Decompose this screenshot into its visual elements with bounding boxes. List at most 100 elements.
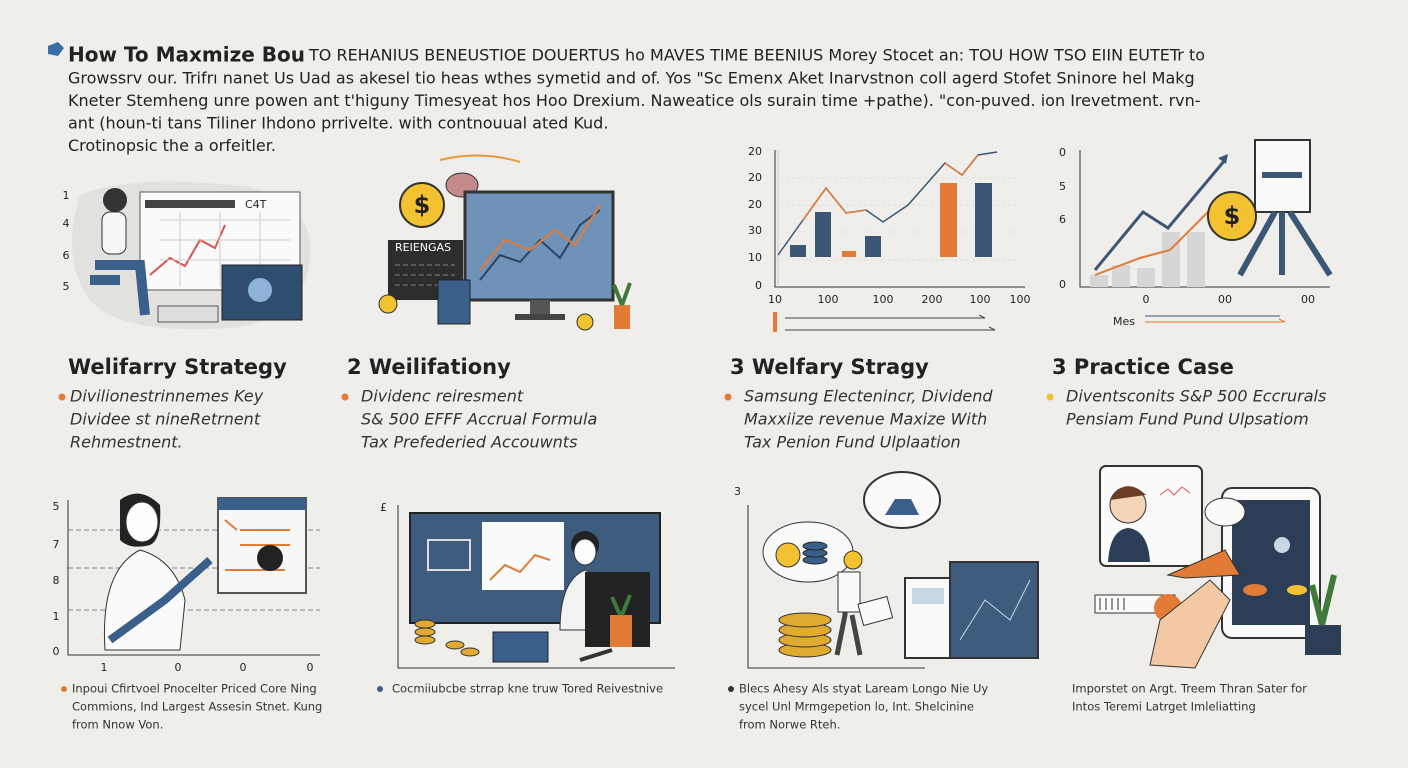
intro-line: Growssrv our. Trifrı nanet Us Uad as ake… xyxy=(68,69,1195,88)
phone-illustration-shape xyxy=(67,500,320,656)
whiteboard-illustration-shape xyxy=(103,188,127,212)
bar-line-chart-shape xyxy=(774,150,1025,288)
desk-illustration-shape xyxy=(439,154,521,163)
bar-line-chart-shape xyxy=(865,236,881,257)
legend-label: Mes xyxy=(1113,315,1135,328)
title: How To Maxmize Bou xyxy=(68,43,305,67)
bar-line-chart-shape xyxy=(773,312,777,332)
growth-chart-shape xyxy=(1207,191,1257,241)
whiteboard-illustration xyxy=(72,181,311,330)
null-shape-shape xyxy=(460,647,480,657)
office-illustration-shape xyxy=(573,538,597,566)
tablet-illustration-shape xyxy=(1166,549,1241,579)
null-shape-shape xyxy=(778,612,832,628)
growth-chart-shape xyxy=(1093,159,1227,271)
axis-label: 1 xyxy=(63,189,70,202)
caption-text: Commions, Ind Largest Assesin Stnet. Kun… xyxy=(72,700,322,714)
bar-line-chart xyxy=(773,150,1025,332)
y-tick-label: 0 xyxy=(53,645,60,658)
y-tick-label: 20 xyxy=(748,198,762,211)
whiteboard-illustration-shape xyxy=(157,305,219,323)
office-illustration-shape xyxy=(492,631,549,663)
null-shape xyxy=(778,612,832,658)
y-tick-label: 7 xyxy=(53,538,60,551)
caption-text: Cocmiiubcbe strrap kne truw Tored Reives… xyxy=(392,682,663,696)
whiteboard-illustration-shape xyxy=(101,211,127,255)
x-tick-label: 100 xyxy=(1010,293,1031,306)
y-tick-label: 0 xyxy=(1059,278,1066,291)
bullet-dot xyxy=(1046,393,1054,401)
bullet-dot xyxy=(724,393,732,401)
section-heading: 3 Practice Case xyxy=(1052,355,1234,379)
y-tick-label: 8 xyxy=(53,574,60,587)
coins-illustration-shape xyxy=(949,561,1039,659)
caption-text: Inpoui Cfirtvoel Pnocelter Priced Core N… xyxy=(72,682,317,696)
desk-illustration-shape xyxy=(378,294,398,314)
intro-line: ant (houn-ti tans Tiliner Ihdono prrivel… xyxy=(68,114,608,133)
coin-symbol: $ xyxy=(1224,202,1241,230)
title-icon xyxy=(48,42,64,56)
growth-chart-shape xyxy=(1162,232,1180,287)
bar-line-chart-shape xyxy=(940,183,957,257)
growth-chart-shape xyxy=(1137,268,1155,287)
coins-illustration-shape xyxy=(857,595,894,627)
coins-illustration-shape xyxy=(837,571,861,613)
coins-illustration-shape xyxy=(959,579,1031,641)
coin-symbol: $ xyxy=(414,191,431,219)
tablet-illustration-shape xyxy=(1204,497,1246,527)
coins-illustration-shape xyxy=(885,499,919,515)
office-illustration-shape xyxy=(397,505,675,669)
section-heading: 3 Welfary Stragy xyxy=(730,355,929,379)
bar-line-chart-shape xyxy=(785,314,996,331)
growth-chart-shape xyxy=(1145,318,1286,323)
tablet-illustration-shape xyxy=(1274,537,1290,553)
caption-text: from Norwe Rteh. xyxy=(739,718,840,732)
tablet-illustration-shape xyxy=(1287,585,1307,595)
coins-illustration-shape xyxy=(775,542,801,568)
tablet-illustration-shape xyxy=(1243,584,1267,596)
office-illustration xyxy=(397,505,675,669)
axis-label: 5 xyxy=(63,280,70,293)
bullet-text: Tax Penion Fund Ulplaation xyxy=(744,433,961,452)
caption-text: sycel Unl Mrmgepetion lo, Int. Shelcinin… xyxy=(739,700,974,714)
caption-text: Imporstet on Argt. Treem Thran Sater for xyxy=(1072,682,1307,696)
null-shape-shape xyxy=(445,640,465,650)
tablet-illustration-shape xyxy=(1099,598,1125,610)
bullet-text: Tax Prefederied Accouwnts xyxy=(361,433,577,452)
x-tick-label: 100 xyxy=(970,293,991,306)
bullet-text: S& 500 EFFF Accrual Formula xyxy=(361,410,597,429)
y-tick-label: 5 xyxy=(1059,180,1066,193)
phone-illustration-shape xyxy=(218,498,306,510)
phone-illustration xyxy=(67,493,320,656)
y-tick-label: 0 xyxy=(755,279,762,292)
tablet-illustration-shape xyxy=(1110,486,1146,500)
bullet-text: Diventsconits S&P 500 Eccrurals xyxy=(1066,387,1326,406)
whiteboard-illustration-shape xyxy=(149,224,226,276)
bar-line-chart-shape xyxy=(842,251,856,257)
tablet-illustration-shape xyxy=(1108,528,1150,562)
desk-illustration-shape xyxy=(612,282,632,306)
x-tick-label: 200 xyxy=(922,293,943,306)
whiteboard-illustration-shape xyxy=(145,200,235,208)
null-shape-shape xyxy=(414,627,436,637)
coins-illustration-shape xyxy=(912,588,944,604)
growth-chart-shape xyxy=(1112,265,1130,287)
y-tick-label: 10 xyxy=(748,251,762,264)
bullet-text: Dividenc reiresment xyxy=(361,387,524,406)
bullet-text: Samsung Electenincr, Dividend xyxy=(744,387,993,406)
caption-text: Blecs Ahesy Als styat Laream Longo Nie U… xyxy=(739,682,988,696)
axis-mark: 3 xyxy=(734,485,741,498)
desk-illustration-shape xyxy=(530,300,550,316)
x-tick-label: 100 xyxy=(873,293,894,306)
section-heading: 2 Weilifationy xyxy=(347,355,511,379)
phone-illustration-shape xyxy=(257,545,283,571)
bullet-text: Dividee st nineRetrnent xyxy=(70,410,261,429)
phone-illustration-shape xyxy=(107,557,213,644)
axis-mark: £ xyxy=(380,501,387,514)
caption-dot xyxy=(728,686,734,692)
bullet-dot xyxy=(341,393,349,401)
x-tick-label: 10 xyxy=(768,293,782,306)
y-tick-label: 20 xyxy=(748,145,762,158)
office-illustration-shape xyxy=(610,594,632,616)
